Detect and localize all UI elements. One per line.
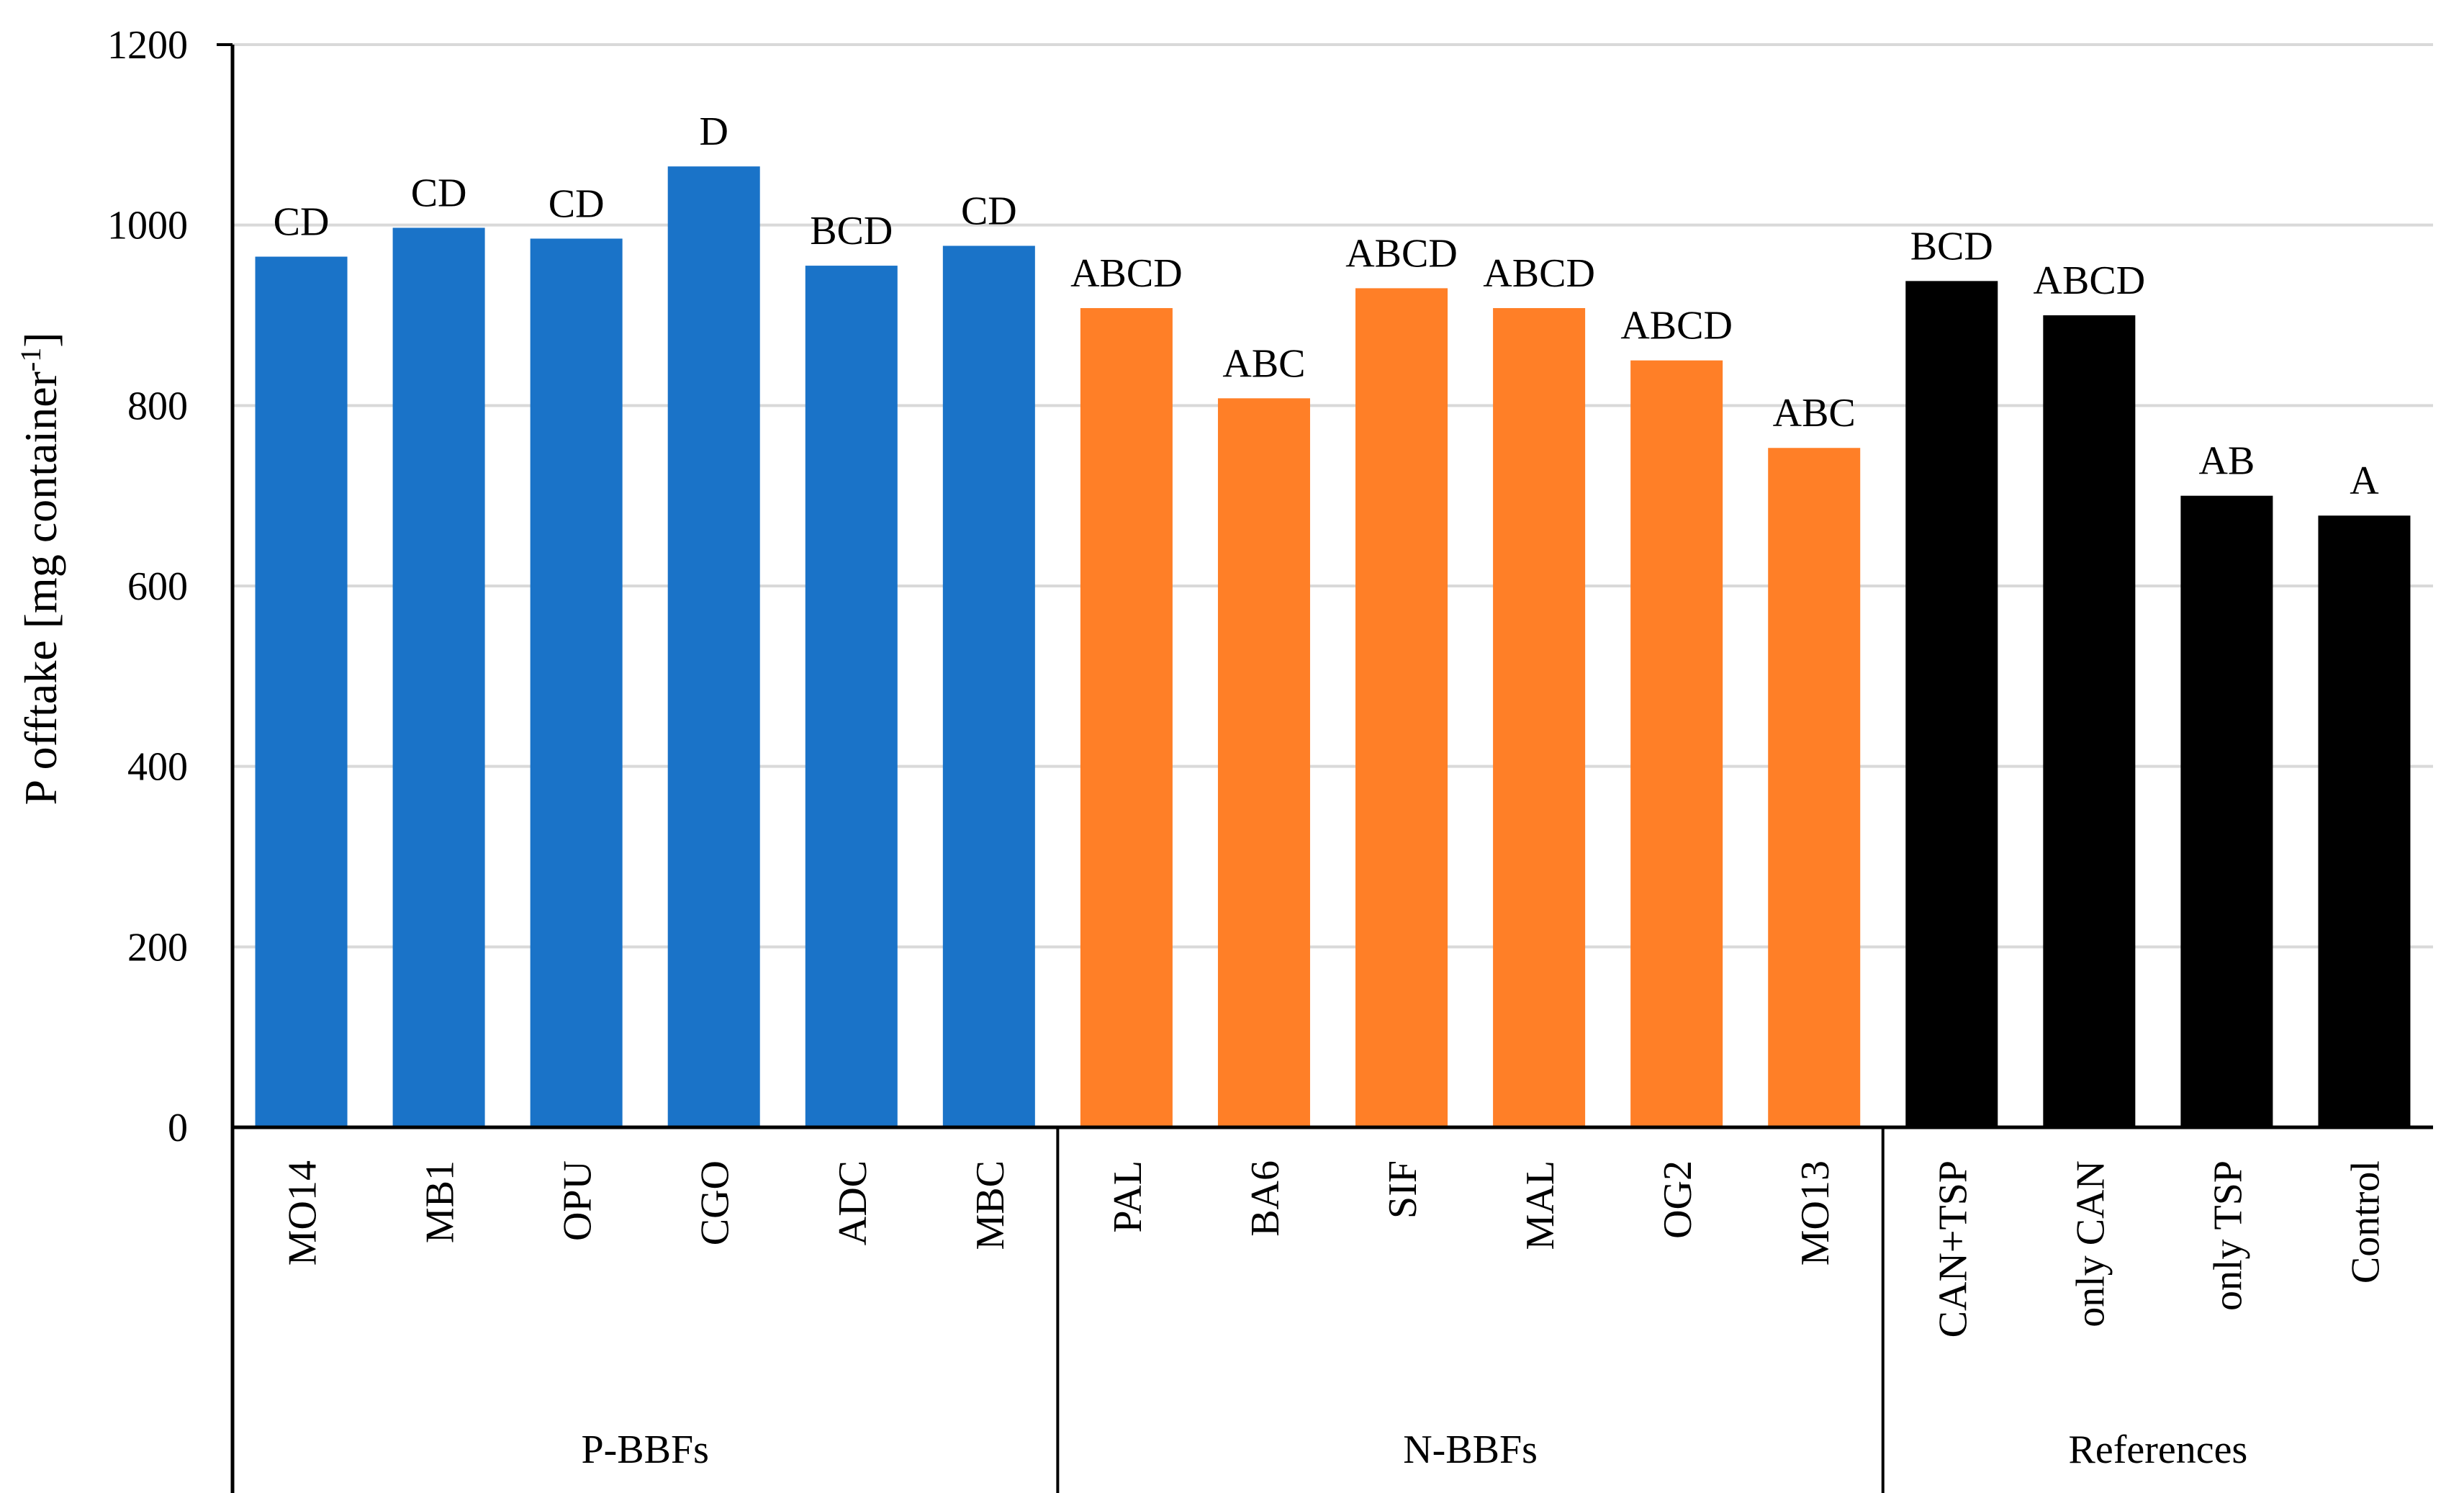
y-tick-label: 600	[127, 564, 188, 609]
significance-label: CD	[274, 200, 330, 245]
bar	[1217, 398, 1310, 1127]
x-category-label: ADC	[831, 1160, 875, 1245]
bar	[1768, 448, 1861, 1127]
bar	[1630, 360, 1723, 1128]
significance-label: AB	[2199, 439, 2255, 484]
x-category-label: SIF	[1381, 1160, 1425, 1219]
significance-label: CD	[549, 181, 605, 226]
x-category-label: Control	[2343, 1160, 2388, 1284]
x-category-label: only TSP	[2206, 1160, 2250, 1311]
bar	[1080, 307, 1173, 1127]
significance-label: BCD	[1910, 224, 1993, 269]
x-category-label: BA6	[1243, 1160, 1288, 1237]
y-axis-title-close: ]	[15, 332, 66, 347]
x-category-label: MBC	[968, 1160, 1013, 1250]
significance-label: CD	[411, 171, 467, 215]
x-category-label: MO14	[281, 1160, 325, 1266]
bar	[942, 245, 1035, 1127]
axes	[217, 43, 2433, 1493]
y-axis-title: P offtake [mg container-1]	[14, 332, 66, 805]
bar	[667, 166, 760, 1128]
x-category-label: only CAN	[2068, 1160, 2113, 1327]
significance-label: ABC	[1222, 341, 1305, 386]
x-category-label: MO13	[1793, 1160, 1838, 1266]
y-tick-label: 800	[127, 384, 188, 428]
bar	[2180, 495, 2273, 1127]
significance-label: CD	[961, 189, 1017, 233]
labels: 0 200 400 600 800 1000 1200 CD MO14 CD MB1 CD OPU D CG…	[107, 23, 2388, 1472]
x-category-label: PAL	[1106, 1160, 1150, 1233]
significance-label: ABCD	[1483, 251, 1595, 296]
significance-label: A	[2350, 459, 2379, 503]
y-tick-label: 200	[127, 925, 188, 970]
bar	[1355, 288, 1448, 1127]
significance-label: ABCD	[2034, 258, 2146, 303]
significance-label: ABCD	[1345, 231, 1458, 276]
y-tick-label: 400	[127, 745, 188, 790]
y-axis-title-main: P offtake [mg container	[15, 371, 66, 805]
y-axis-title-superscript: -1	[14, 348, 47, 371]
bar	[530, 238, 623, 1127]
significance-label: BCD	[810, 209, 893, 253]
significance-label: D	[699, 109, 728, 154]
group-label: P-BBFs	[581, 1427, 708, 1472]
bar	[2318, 515, 2411, 1127]
bar	[392, 227, 485, 1128]
x-category-label: CAN+TSP	[1931, 1160, 1975, 1338]
bar	[1493, 307, 1586, 1127]
y-tick-label: 1000	[107, 204, 188, 248]
x-category-label: OG2	[1656, 1160, 1700, 1239]
bar	[1905, 281, 1998, 1128]
x-category-label: MAL	[1518, 1160, 1563, 1250]
bar	[2043, 315, 2136, 1127]
significance-label: ABC	[1773, 391, 1856, 436]
y-tick-label: 1200	[107, 23, 188, 68]
significance-label: ABCD	[1070, 251, 1183, 296]
bar	[255, 256, 348, 1127]
group-label: N-BBFs	[1403, 1427, 1538, 1472]
bars	[255, 166, 2411, 1128]
bar	[805, 266, 898, 1128]
group-label: References	[2069, 1427, 2248, 1472]
x-category-label: OPU	[556, 1160, 600, 1241]
y-tick-label: 0	[168, 1106, 188, 1150]
x-category-label: MB1	[418, 1160, 463, 1243]
x-category-label: CGO	[693, 1160, 738, 1245]
significance-label: ABCD	[1620, 304, 1733, 348]
